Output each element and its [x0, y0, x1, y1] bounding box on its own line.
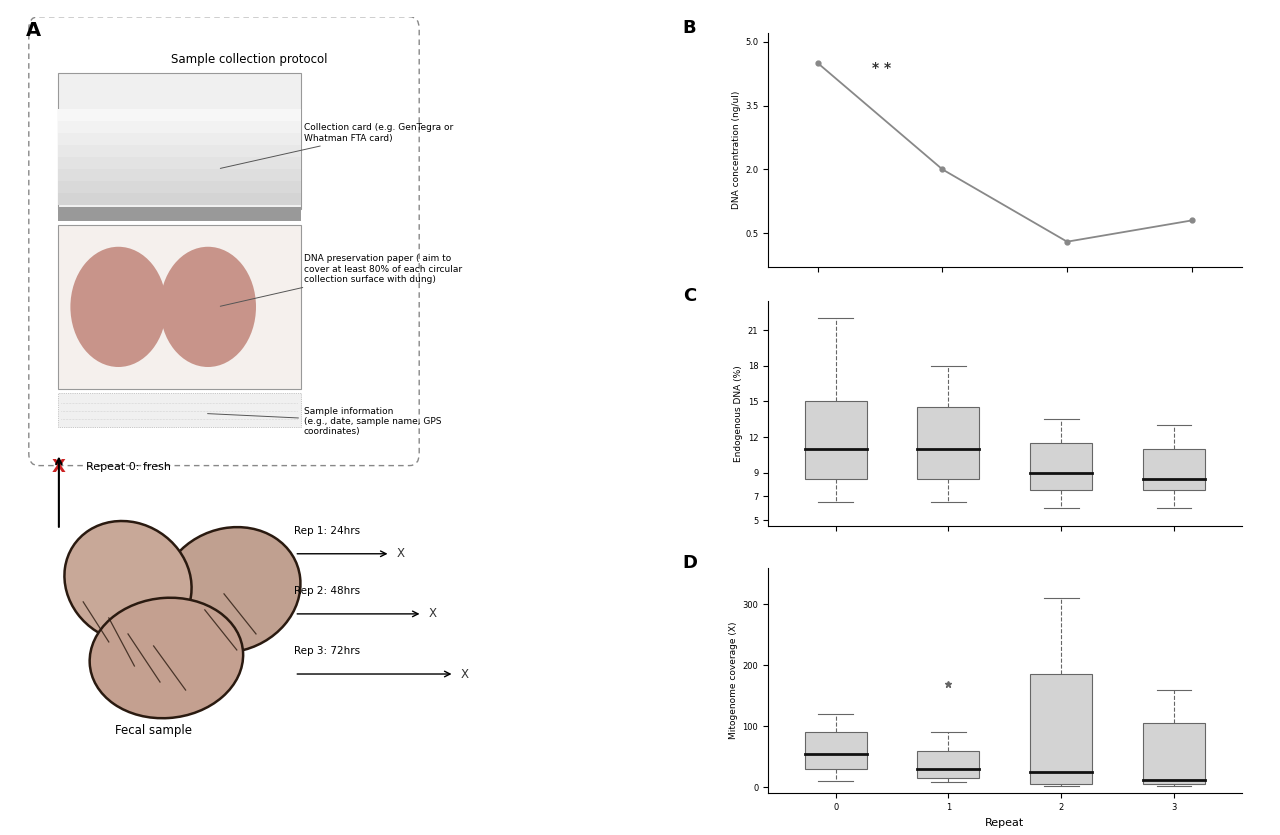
Text: Rep 2: 48hrs: Rep 2: 48hrs: [294, 586, 361, 596]
Text: X: X: [461, 667, 468, 681]
Bar: [1143, 723, 1204, 784]
Bar: [58, 225, 301, 389]
Bar: [805, 402, 867, 478]
Ellipse shape: [160, 527, 301, 653]
Bar: [58, 73, 301, 209]
Text: C: C: [682, 287, 696, 305]
Text: Rep 3: 72hrs: Rep 3: 72hrs: [294, 646, 361, 656]
Text: Sample information
(e.g., date, sample name, GPS
coordinates): Sample information (e.g., date, sample n…: [207, 407, 442, 437]
Bar: [58, 133, 301, 145]
Bar: [58, 157, 301, 169]
Text: Fecal sample: Fecal sample: [115, 724, 192, 737]
Bar: [58, 145, 301, 157]
Bar: [58, 181, 301, 193]
Y-axis label: Endogenous DNA (%): Endogenous DNA (%): [735, 365, 744, 462]
Ellipse shape: [90, 598, 243, 718]
Circle shape: [160, 247, 256, 367]
Bar: [1030, 443, 1092, 490]
Text: X: X: [429, 607, 436, 620]
Bar: [918, 407, 979, 478]
Text: Rep 1: 24hrs: Rep 1: 24hrs: [294, 526, 361, 536]
Ellipse shape: [64, 521, 192, 643]
Text: A: A: [27, 21, 41, 40]
FancyBboxPatch shape: [29, 17, 420, 466]
Bar: [805, 732, 867, 769]
Text: X: X: [397, 547, 404, 560]
Text: D: D: [682, 554, 698, 572]
Text: B: B: [682, 19, 696, 38]
Y-axis label: DNA concentration (ng/ul): DNA concentration (ng/ul): [732, 91, 741, 210]
Text: * *: * *: [872, 62, 891, 75]
Text: Repeat 0: fresh: Repeat 0: fresh: [87, 463, 172, 473]
Text: Sample collection protocol: Sample collection protocol: [172, 53, 328, 66]
Bar: [58, 207, 301, 221]
Bar: [58, 193, 301, 205]
Bar: [58, 393, 301, 428]
Text: X: X: [52, 458, 65, 476]
Circle shape: [70, 247, 166, 367]
Bar: [918, 751, 979, 778]
Bar: [1030, 675, 1092, 784]
Text: DNA preservation paper ( aim to
cover at least 80% of each circular
collection s: DNA preservation paper ( aim to cover at…: [220, 255, 462, 306]
X-axis label: Repeat: Repeat: [986, 817, 1024, 827]
Y-axis label: Mitogenome coverage (X): Mitogenome coverage (X): [730, 622, 739, 739]
Text: Collection card (e.g. GenTegra or
Whatman FTA card): Collection card (e.g. GenTegra or Whatma…: [220, 124, 453, 169]
Bar: [1143, 449, 1204, 490]
Bar: [58, 121, 301, 133]
Bar: [58, 169, 301, 181]
Bar: [58, 109, 301, 121]
